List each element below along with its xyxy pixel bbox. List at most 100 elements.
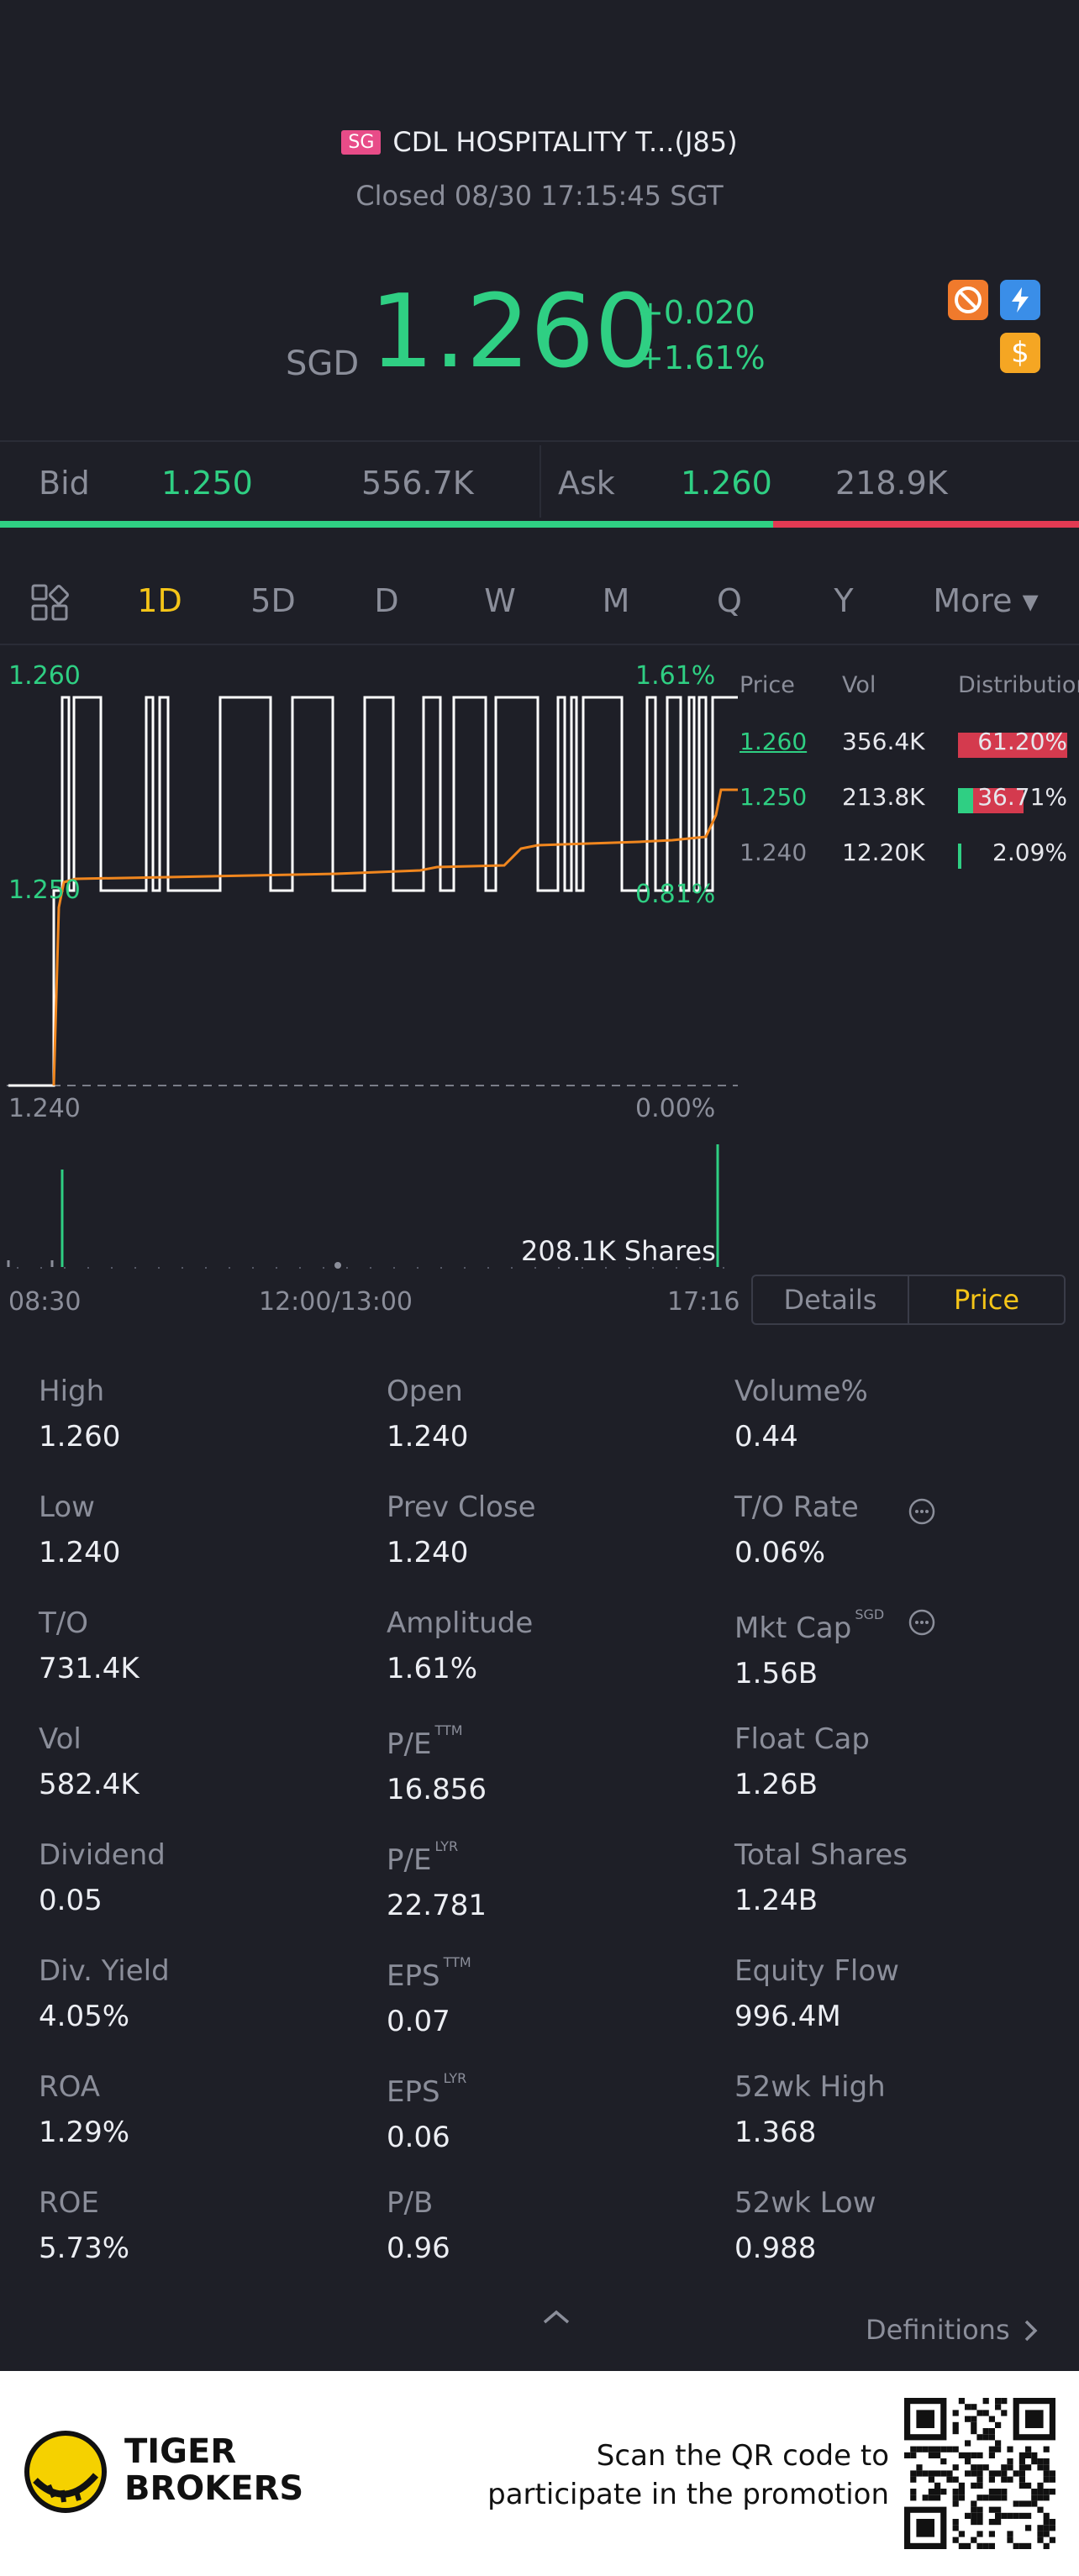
price-tab[interactable]: Price: [908, 1276, 1064, 1323]
stat-value: 0.06%: [734, 1536, 826, 1569]
details-tab[interactable]: Details: [783, 1284, 877, 1316]
tab-m[interactable]: M: [602, 582, 630, 619]
bid-size: 556.7K: [361, 465, 474, 502]
dist-row-pct: 36.71%: [977, 783, 1067, 811]
stat-superscript: TTM: [443, 1954, 471, 1970]
info-icon[interactable]: [908, 1497, 936, 1529]
stat-cell: Float Cap 1.26B: [734, 1722, 870, 1801]
stat-cell: High 1.260: [39, 1375, 120, 1454]
dist-bar: [958, 733, 1067, 758]
qr-code-icon[interactable]: [904, 2398, 1055, 2549]
tab-y[interactable]: Y: [834, 582, 854, 619]
stat-label: T/O: [39, 1606, 139, 1640]
stat-label-text: P/B: [387, 2186, 434, 2220]
stat-label-text: Low: [39, 1490, 95, 1524]
stat-value: 1.368: [734, 2116, 817, 2149]
tab-d[interactable]: D: [374, 582, 399, 619]
stat-superscript: SGD: [855, 1606, 885, 1622]
stat-value: 1.24B: [734, 1884, 818, 1917]
tab-q[interactable]: Q: [717, 582, 742, 619]
stat-value: 0.06: [387, 2121, 450, 2154]
stat-cell: Prev Close 1.240: [387, 1490, 536, 1569]
stat-label-text: Div. Yield: [39, 1954, 170, 1988]
stat-cell: T/O Rate 0.06%: [734, 1490, 859, 1569]
divider: [0, 440, 1079, 442]
time-mid: 12:00/13:00: [259, 1287, 413, 1317]
stat-label: High: [39, 1375, 120, 1408]
stat-value: 0.96: [387, 2232, 450, 2265]
stat-cell: Dividend 0.05: [39, 1838, 166, 1917]
stat-cell: T/O 731.4K: [39, 1606, 139, 1685]
ask-label: Ask: [558, 465, 615, 502]
intraday-chart[interactable]: [0, 647, 740, 1277]
ask-size: 218.9K: [835, 465, 948, 502]
stat-label: Prev Close: [387, 1490, 536, 1524]
stat-cell: Vol 582.4K: [39, 1722, 139, 1801]
definitions-link[interactable]: Definitions: [866, 2314, 1039, 2346]
stat-label: EPS LYR: [387, 2070, 466, 2109]
pct-axis-low: 0.00%: [635, 1094, 716, 1123]
stat-value: 4.05%: [39, 2000, 130, 2033]
stat-label: Equity Flow: [734, 1954, 899, 1988]
stat-label: P/E LYR: [387, 1838, 487, 1877]
stat-cell: P/E LYR 22.781: [387, 1838, 487, 1922]
stat-superscript: LYR: [434, 1838, 459, 1854]
stat-superscript: LYR: [443, 2070, 467, 2086]
time-start: 08:30: [8, 1287, 82, 1317]
stat-label: Open: [387, 1375, 468, 1408]
stat-value: 0.988: [734, 2232, 817, 2265]
stock-title: SG CDL HOSPITALITY T...(J85): [0, 126, 1079, 158]
last-price: 1.260: [370, 274, 659, 391]
volume-readout: 208.1K Shares: [521, 1235, 716, 1267]
stat-value: 1.260: [39, 1420, 121, 1454]
promo-line-1: Scan the QR code to: [596, 2439, 889, 2473]
layout-grid-icon[interactable]: [30, 583, 69, 625]
stat-label: EPS TTM: [387, 1954, 471, 1993]
tab-w[interactable]: W: [484, 582, 516, 619]
stat-label: Float Cap: [734, 1722, 870, 1756]
tab-more[interactable]: More ▾: [933, 582, 1039, 619]
stock-name: CDL HOSPITALITY T...(J85): [392, 126, 738, 158]
stat-label-text: 52wk High: [734, 2070, 886, 2104]
time-end: 17:16: [667, 1287, 740, 1317]
stat-label-text: Amplitude: [387, 1606, 534, 1640]
dollar-icon[interactable]: $: [1000, 333, 1040, 373]
tab-5d[interactable]: 5D: [250, 582, 296, 619]
stat-value: 1.240: [39, 1536, 121, 1569]
stat-label-text: High: [39, 1375, 105, 1408]
dist-bar-sell: [973, 788, 1024, 813]
market-badge: SG: [341, 130, 382, 155]
stat-label: Vol: [39, 1722, 139, 1756]
no-short-icon[interactable]: [948, 280, 988, 320]
stat-value: 1.29%: [39, 2116, 130, 2149]
lightning-icon[interactable]: [1000, 280, 1040, 320]
stat-label: Div. Yield: [39, 1954, 170, 1988]
stat-value: 1.240: [387, 1420, 469, 1454]
stat-value: 0.44: [734, 1420, 798, 1454]
chevron-up-icon[interactable]: [541, 2307, 571, 2329]
dist-bar-buy: [958, 788, 973, 813]
info-icon[interactable]: [908, 1608, 936, 1640]
stat-value: 0.05: [39, 1884, 103, 1917]
dist-row-vol: 356.4K: [842, 728, 925, 755]
stat-cell: ROA 1.29%: [39, 2070, 129, 2149]
stat-label-text: 52wk Low: [734, 2186, 876, 2220]
stat-superscript: TTM: [434, 1722, 463, 1738]
ask-ratio-bar: [773, 521, 1079, 528]
promo-line-2: participate in the promotion: [487, 2478, 889, 2511]
dist-header-vol: Vol: [842, 672, 876, 698]
stat-label-text: Mkt Cap: [734, 1611, 852, 1645]
brand-name: TIGER BROKERS: [124, 2433, 303, 2507]
stat-cell: Total Shares 1.24B: [734, 1838, 908, 1917]
price-change: +0.020: [637, 294, 755, 331]
stat-cell: Volume% 0.44: [734, 1375, 868, 1454]
dist-row-price: 1.240: [740, 839, 808, 866]
stat-value: 996.4M: [734, 2000, 841, 2033]
tiger-logo-icon: [24, 2430, 108, 2517]
stat-cell: ROE 5.73%: [39, 2186, 129, 2265]
tab-1d[interactable]: 1D: [137, 582, 182, 619]
bid-ask-divider: [540, 445, 541, 518]
stat-label-text: P/E: [387, 1727, 432, 1761]
stat-cell: Amplitude 1.61%: [387, 1606, 533, 1685]
stat-value: 1.56B: [734, 1657, 818, 1690]
